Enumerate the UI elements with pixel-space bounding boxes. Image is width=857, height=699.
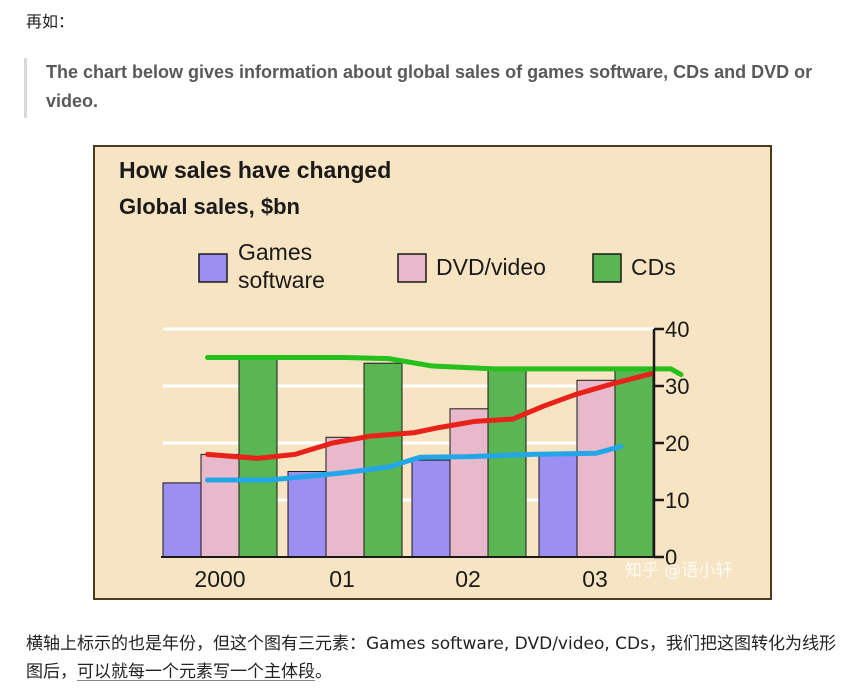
- y-tick-label: 40: [665, 317, 689, 342]
- y-tick-label: 0: [665, 545, 677, 570]
- red-trend-line: [205, 370, 655, 461]
- y-tick-label: 30: [665, 374, 689, 399]
- x-tick-label: 02: [455, 566, 481, 592]
- bar-dvd-video-03: [576, 379, 616, 558]
- bar-dvd-video-01: [325, 436, 365, 558]
- footer-link[interactable]: 可以就每一个元素写一个主体段: [77, 662, 315, 682]
- legend-label: software: [238, 267, 325, 293]
- watermark: 知乎 @语小轩: [625, 561, 732, 581]
- blockquote: The chart below gives information about …: [24, 58, 846, 118]
- legend-label: DVD/video: [436, 254, 546, 280]
- bar-dvd-video-2000: [200, 453, 240, 558]
- chart-image: 0 10 20 30 40 2000 01 02 03 How sales have chan…: [93, 145, 772, 600]
- x-tick-label: 03: [582, 566, 608, 592]
- y-tick-label: 10: [665, 488, 689, 513]
- y-tick-label: 20: [665, 431, 689, 456]
- green-trend-line: [205, 355, 684, 378]
- chart-title: How sales have changed: [119, 157, 391, 183]
- x-tick-label: 01: [329, 566, 355, 592]
- legend-swatch: [592, 253, 622, 283]
- footer-text: 横轴上标示的也是年份，但这个图有三元素：Games software, DVD/…: [26, 634, 836, 682]
- intro-text: 再如：: [26, 12, 75, 31]
- quote-text: The chart below gives information about …: [46, 62, 813, 111]
- legend-swatch: [397, 253, 427, 283]
- bar-cds-03: [614, 368, 654, 558]
- bar-games-software-2000: [162, 482, 202, 558]
- footer-paragraph: 横轴上标示的也是年份，但这个图有三元素：Games software, DVD/…: [26, 630, 836, 686]
- legend-swatch: [198, 253, 228, 283]
- bar-dvd-video-02: [449, 408, 489, 558]
- chart-subtitle: Global sales, $bn: [119, 194, 300, 219]
- x-tick-label: 2000: [194, 566, 245, 592]
- bar-games-software-01: [287, 471, 327, 558]
- legend-label: Games: [238, 239, 312, 265]
- sales-chart: 0 10 20 30 40 2000 01 02 03 How sales have chan…: [93, 145, 772, 600]
- bar-games-software-02: [411, 459, 451, 558]
- bar-games-software-03: [538, 453, 578, 558]
- blue-trend-line: [205, 443, 624, 483]
- bar-cds-01: [363, 362, 403, 558]
- footer-end: 。: [315, 662, 332, 682]
- bar-cds-02: [487, 368, 527, 558]
- legend-label: CDs: [631, 254, 676, 280]
